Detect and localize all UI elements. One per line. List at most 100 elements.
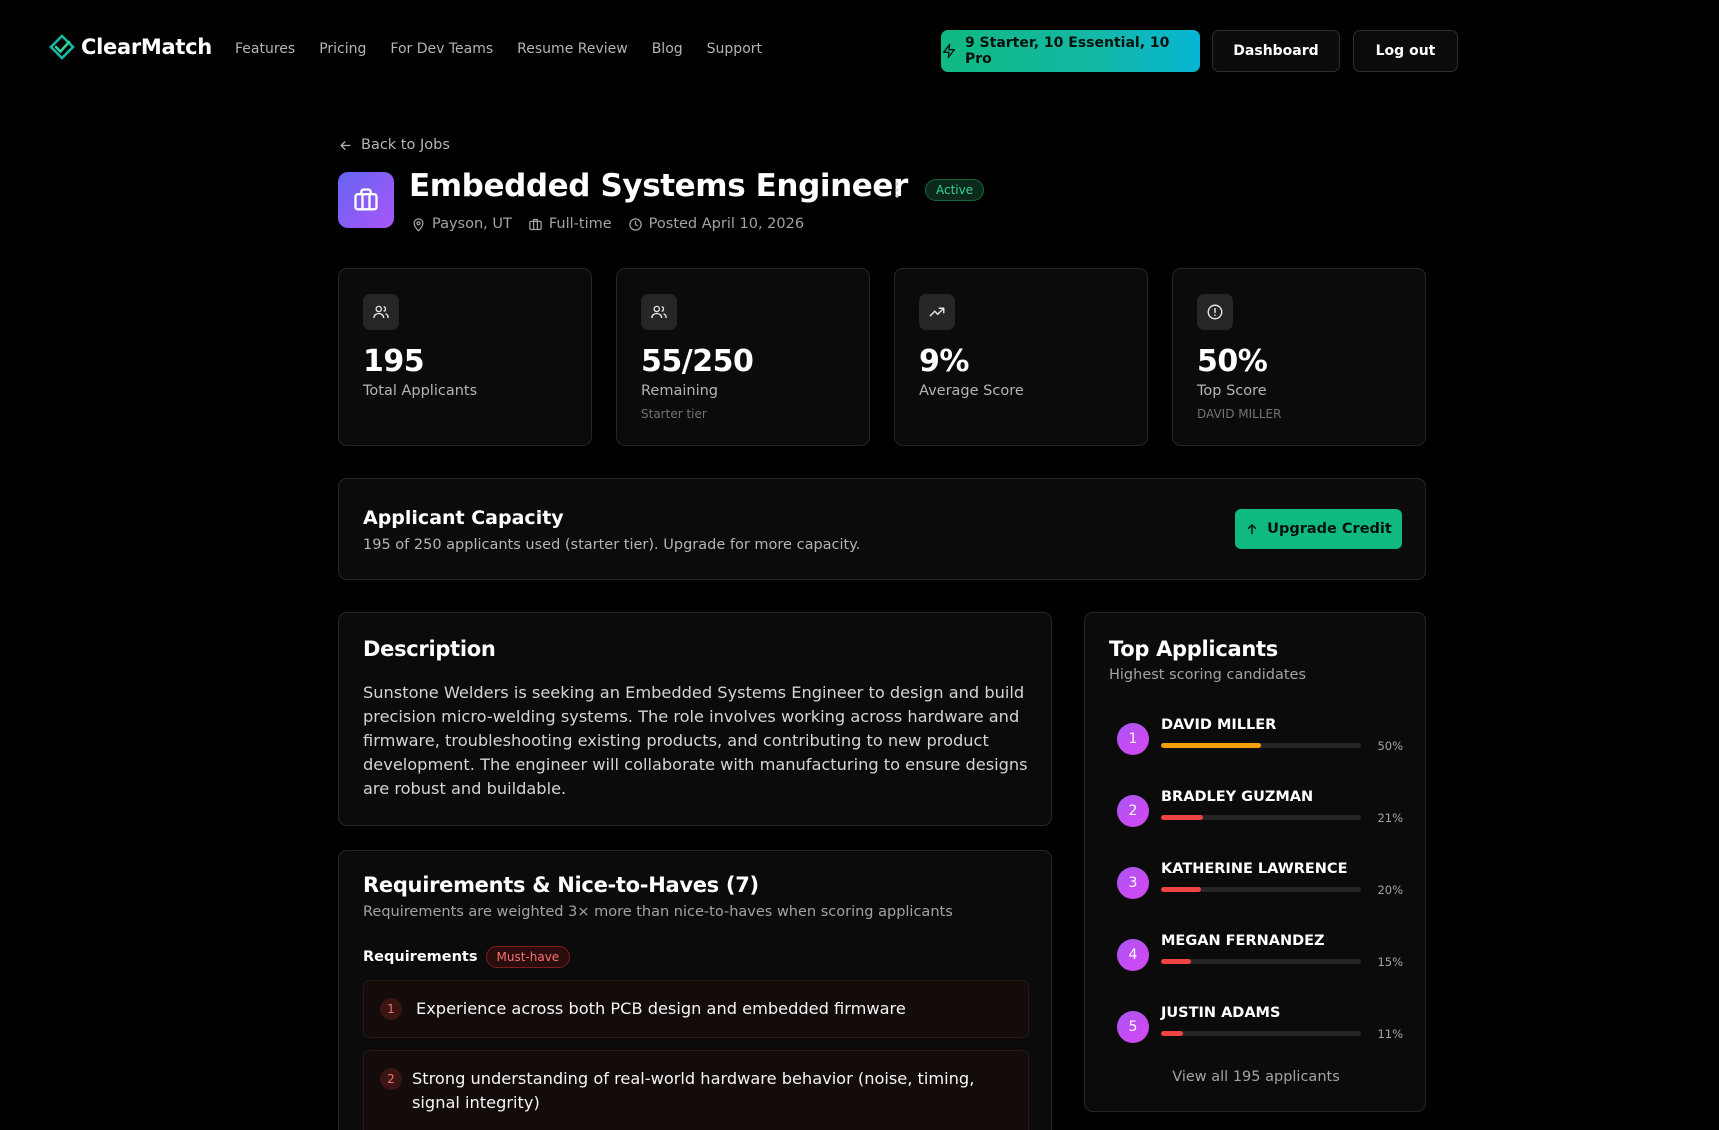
stat-total-applicants: 195 Total Applicants (338, 268, 592, 446)
logo[interactable]: ClearMatch (49, 34, 212, 60)
status-badge: Active (925, 179, 985, 201)
requirements-card: Requirements & Nice-to-Haves (7) Require… (338, 850, 1052, 1130)
job-icon (338, 172, 394, 228)
score-bar-fill (1161, 1031, 1183, 1036)
applicant-row[interactable]: 5 JUSTIN ADAMS 11% (1117, 1005, 1403, 1055)
applicant-row[interactable]: 2 BRADLEY GUZMAN 21% (1117, 789, 1403, 839)
score-percent: 15% (1377, 955, 1403, 969)
score-bar (1161, 1031, 1361, 1036)
applicant-name: MEGAN FERNANDEZ (1161, 933, 1325, 949)
stat-value: 55/250 (641, 344, 754, 379)
score-bar-fill (1161, 815, 1203, 820)
stat-icon-box (919, 294, 955, 330)
top-applicants-card: Top Applicants Highest scoring candidate… (1084, 612, 1426, 1112)
requirement-text: Strong understanding of real-world hardw… (412, 1069, 975, 1112)
description-title: Description (363, 637, 496, 661)
score-bar (1161, 815, 1361, 820)
score-bar (1161, 887, 1361, 892)
location-text: Payson, UT (432, 216, 512, 232)
score-bar-fill (1161, 887, 1201, 892)
rank-badge: 5 (1117, 1011, 1149, 1043)
logout-button[interactable]: Log out (1353, 30, 1458, 72)
stat-average-score: 9% Average Score (894, 268, 1148, 446)
users-icon (373, 305, 389, 319)
applicant-name: JUSTIN ADAMS (1161, 1005, 1281, 1021)
stat-value: 9% (919, 344, 969, 379)
logo-text: ClearMatch (81, 35, 212, 59)
arrow-up-icon (1247, 524, 1257, 535)
applicant-row[interactable]: 3 KATHERINE LAWRENCE 20% (1117, 861, 1403, 911)
upgrade-credit-button[interactable]: Upgrade Credit (1235, 509, 1402, 549)
credits-label: 9 Starter, 10 Essential, 10 Pro (964, 35, 1170, 67)
trending-up-icon (929, 307, 945, 317)
requirement-number: 2 (380, 1068, 402, 1090)
stat-value: 50% (1197, 344, 1268, 379)
requirement-item: 1 Experience across both PCB design and … (363, 980, 1029, 1038)
lightning-icon (942, 43, 955, 59)
top-nav-bar: ClearMatch Features Pricing For Dev Team… (0, 0, 1719, 102)
nav-support[interactable]: Support (706, 41, 762, 57)
alert-circle-icon (1207, 304, 1223, 320)
nav-features[interactable]: Features (235, 41, 296, 57)
rank-badge: 3 (1117, 867, 1149, 899)
posted-text: Posted April 10, 2026 (648, 216, 805, 232)
stat-label: Average Score (919, 383, 1024, 399)
requirements-header: Requirements Must-have (363, 946, 571, 968)
nav-blog[interactable]: Blog (651, 41, 683, 57)
rank-badge: 4 (1117, 939, 1149, 971)
description-card: Description Sunstone Welders is seeking … (338, 612, 1052, 826)
stat-label: Remaining (641, 383, 718, 399)
more-options-button[interactable] (890, 179, 904, 205)
applicant-name: DAVID MILLER (1161, 717, 1277, 733)
stat-icon-box (363, 294, 399, 330)
applicant-row[interactable]: 4 MEGAN FERNANDEZ 15% (1117, 933, 1403, 983)
top-applicants-title: Top Applicants (1109, 637, 1278, 661)
arrow-left-icon (340, 140, 351, 150)
top-applicants-subtitle: Highest scoring candidates (1109, 667, 1307, 683)
stat-label: Top Score (1197, 383, 1267, 399)
stat-icon-box (1197, 294, 1233, 330)
applicant-capacity-card: Applicant Capacity 195 of 250 applicants… (338, 478, 1426, 580)
nav-pricing[interactable]: Pricing (319, 41, 367, 57)
applicant-name: BRADLEY GUZMAN (1161, 789, 1314, 805)
description-body: Sunstone Welders is seeking an Embedded … (363, 683, 1028, 798)
job-posted: Posted April 10, 2026 (628, 216, 804, 232)
back-to-jobs-link[interactable]: Back to Jobs (338, 137, 450, 153)
stat-remaining: 55/250 Remaining Starter tier (616, 268, 870, 446)
must-have-badge: Must-have (485, 946, 571, 968)
rank-badge: 2 (1117, 795, 1149, 827)
main-nav: Features Pricing For Dev Teams Resume Re… (235, 41, 786, 57)
clock-icon (628, 217, 642, 231)
score-bar-fill (1161, 959, 1191, 964)
score-percent: 21% (1377, 811, 1403, 825)
requirements-label: Requirements (363, 949, 478, 965)
requirements-title: Requirements & Nice-to-Haves (7) (363, 873, 759, 897)
dashboard-label: Dashboard (1233, 43, 1319, 59)
nav-dev-teams[interactable]: For Dev Teams (390, 41, 494, 57)
upgrade-label: Upgrade Credit (1267, 521, 1392, 537)
dashboard-button[interactable]: Dashboard (1212, 30, 1340, 72)
requirement-item: 2 Strong understanding of real-world har… (363, 1050, 1029, 1130)
building-icon (529, 218, 542, 230)
applicant-name: KATHERINE LAWRENCE (1161, 861, 1348, 877)
nav-resume-review[interactable]: Resume Review (517, 41, 628, 57)
back-label: Back to Jobs (361, 137, 450, 153)
score-bar-fill (1161, 743, 1261, 748)
stat-sublabel: DAVID MILLER (1197, 407, 1282, 421)
type-text: Full-time (548, 216, 612, 232)
credits-button[interactable]: 9 Starter, 10 Essential, 10 Pro (941, 30, 1200, 72)
job-type: Full-time (528, 216, 612, 232)
stat-value: 195 (363, 344, 425, 379)
stat-icon-box (641, 294, 677, 330)
score-percent: 50% (1377, 739, 1403, 753)
briefcase-icon (354, 188, 378, 211)
view-all-applicants-link[interactable]: View all 195 applicants (1172, 1069, 1340, 1085)
applicant-row[interactable]: 1 DAVID MILLER 50% (1117, 717, 1403, 767)
score-percent: 11% (1377, 1027, 1403, 1041)
stat-sublabel: Starter tier (641, 407, 707, 421)
job-title: Embedded Systems Engineer (409, 168, 908, 204)
users-icon (651, 305, 667, 319)
logout-label: Log out (1375, 43, 1436, 59)
job-location: Payson, UT (411, 216, 512, 232)
score-percent: 20% (1377, 883, 1403, 897)
